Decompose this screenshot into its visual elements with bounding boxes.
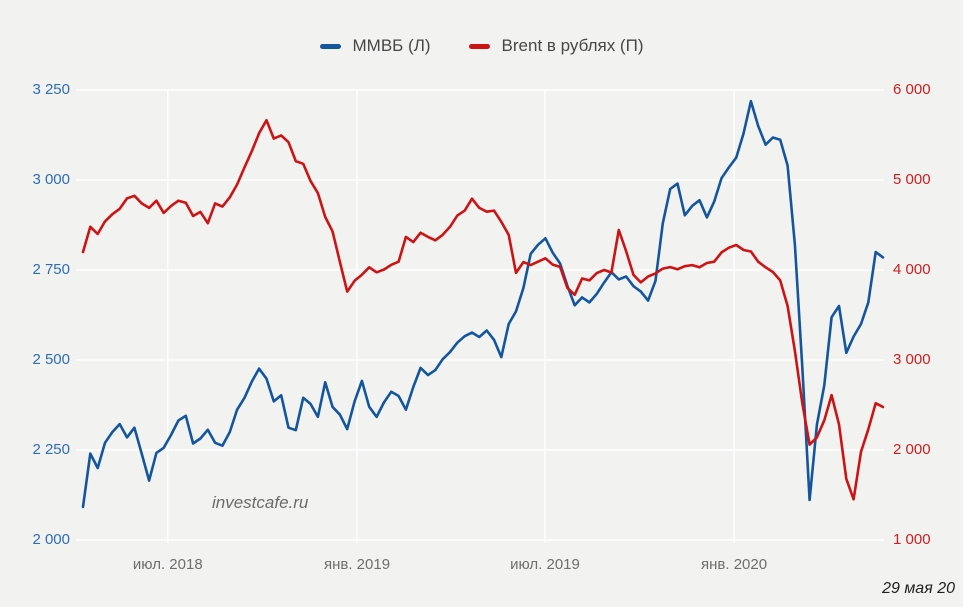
series-line-1 bbox=[81, 118, 885, 501]
legend-label-brent: Brent в рублях (П) bbox=[501, 36, 644, 55]
x-axis-label: июл. 2019 bbox=[510, 556, 580, 573]
x-axis-label: янв. 2019 bbox=[323, 556, 391, 573]
date-stamp: 29 мая 20 bbox=[882, 580, 955, 597]
y-axis-left-label: 2 000 bbox=[32, 531, 70, 548]
y-axis-right-label: 2 000 bbox=[893, 441, 931, 458]
y-axis-right-label: 3 000 bbox=[893, 351, 931, 368]
watermark: investcafe.ru bbox=[212, 493, 309, 512]
legend-label-mmvb: ММВБ (Л) bbox=[352, 36, 431, 55]
y-axis-left-label: 3 000 bbox=[32, 171, 70, 188]
legend-swatch-mmvb-icon bbox=[319, 43, 341, 49]
legend-swatch-brent-icon bbox=[468, 43, 490, 49]
y-axis-right-label: 5 000 bbox=[893, 171, 931, 188]
y-axis-left-label: 2 250 bbox=[32, 441, 70, 458]
y-axis-right-label: 4 000 bbox=[893, 261, 931, 278]
y-axis-right-label: 6 000 bbox=[893, 81, 931, 98]
y-axis-left-label: 3 250 bbox=[32, 81, 70, 98]
legend-item-brent[interactable]: Brent в рублях (П) bbox=[468, 36, 644, 56]
series-line-0 bbox=[81, 99, 885, 509]
legend: ММВБ (Л) Brent в рублях (П) bbox=[0, 36, 963, 56]
x-axis-label: июл. 2018 bbox=[132, 556, 203, 573]
y-axis-left-label: 2 500 bbox=[32, 351, 70, 368]
legend-item-mmvb[interactable]: ММВБ (Л) bbox=[319, 36, 431, 56]
x-axis-label: янв. 2020 bbox=[700, 556, 768, 573]
y-axis-left-label: 2 750 bbox=[32, 261, 70, 278]
y-axis-right-label: 1 000 bbox=[893, 531, 931, 548]
